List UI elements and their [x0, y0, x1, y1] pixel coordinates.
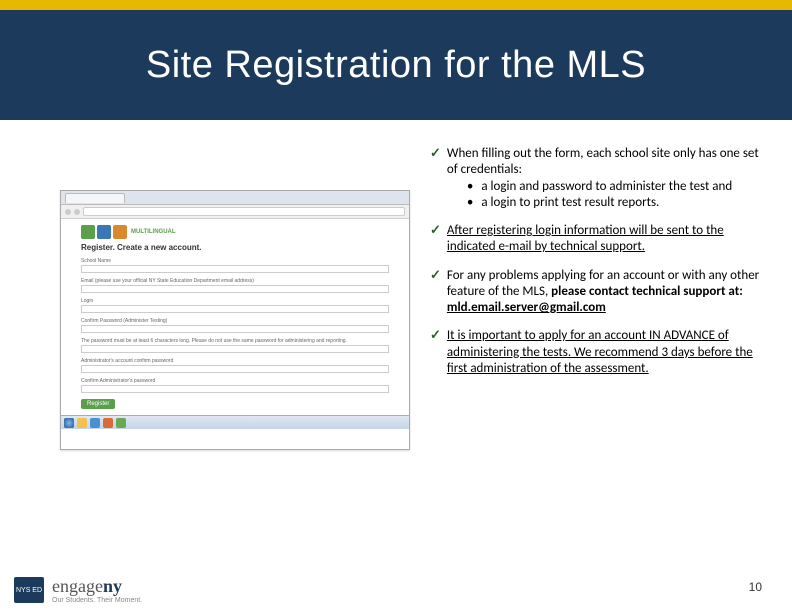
bullet-content: For any problems applying for an account… — [447, 268, 762, 317]
logo-square-icon — [97, 225, 111, 239]
text-input — [81, 285, 389, 293]
text-input — [81, 385, 389, 393]
register-heading: Register. Create a new account. — [81, 243, 389, 252]
text-input — [81, 265, 389, 273]
content-area: MULTILINGUAL Register. Create a new acco… — [0, 140, 792, 560]
logo-text: MULTILINGUAL — [131, 229, 176, 235]
logo-square-icon — [113, 225, 127, 239]
browser-screenshot: MULTILINGUAL Register. Create a new acco… — [60, 190, 410, 450]
engage-ny: ny — [103, 576, 122, 596]
bullet-content: When filling out the form, each school s… — [447, 146, 762, 211]
slide-title: Site Registration for the MLS — [146, 44, 646, 87]
text-input — [81, 305, 389, 313]
browser-tabs — [61, 191, 409, 205]
top-gold-bar — [0, 0, 792, 10]
screenshot-column: MULTILINGUAL Register. Create a new acco… — [0, 140, 420, 560]
field-label: The password must be at least 6 characte… — [81, 338, 389, 344]
bullet-text: When filling out the form, each school s… — [447, 146, 759, 177]
logo-square-icon — [81, 225, 95, 239]
text-input — [81, 345, 389, 353]
page-number: 10 — [749, 580, 762, 594]
field-label: Login — [81, 298, 389, 304]
taskbar — [61, 415, 409, 429]
nysed-logo: NYS ED — [14, 577, 44, 603]
browser-urlbar — [61, 205, 409, 219]
form-fields: School Name Email (please use your offic… — [81, 258, 389, 409]
field-label: Administrator's account confirm password — [81, 358, 389, 364]
title-bar: Site Registration for the MLS — [0, 10, 792, 120]
field-label: Confirm Administrator's password — [81, 378, 389, 384]
check-icon: ✓ — [430, 223, 441, 256]
bullet-dot-icon: • — [467, 195, 473, 211]
task-icon — [90, 418, 100, 428]
footer-tagline: Our Students. Their Moment. — [52, 597, 142, 604]
text-input — [81, 325, 389, 333]
task-icon — [116, 418, 126, 428]
field-label: Email (please use your official NY State… — [81, 278, 389, 284]
field-label: Confirm Password (Administer Testing) — [81, 318, 389, 324]
field-label: School Name — [81, 258, 389, 264]
nav-icon — [74, 209, 80, 215]
footer: NYS ED engageny Our Students. Their Mome… — [14, 576, 142, 604]
engage-logo: engageny Our Students. Their Moment. — [52, 576, 142, 604]
page-body: MULTILINGUAL Register. Create a new acco… — [61, 219, 409, 415]
sub-text: a login to print test result reports. — [481, 195, 659, 211]
bullet-text-bold: please contact technical support at: — [551, 284, 743, 299]
text-input — [81, 365, 389, 373]
bullet-item: ✓ After registering login information wi… — [430, 223, 762, 256]
address-field — [83, 207, 405, 216]
bullet-text: It is important to apply for an account … — [447, 328, 762, 377]
register-button: Register — [81, 399, 115, 409]
check-icon: ✓ — [430, 268, 441, 317]
bullet-item: ✓ It is important to apply for an accoun… — [430, 328, 762, 377]
support-email: mld.email.server@gmail.com — [447, 300, 606, 315]
task-icon — [103, 418, 113, 428]
task-icon — [77, 418, 87, 428]
check-icon: ✓ — [430, 146, 441, 211]
site-logo: MULTILINGUAL — [81, 225, 389, 239]
sub-bullet: • a login and password to administer the… — [467, 179, 762, 195]
bullet-item: ✓ When filling out the form, each school… — [430, 146, 762, 211]
bullet-dot-icon: • — [467, 179, 473, 195]
bullet-text: After registering login information will… — [447, 223, 762, 256]
browser-tab — [65, 193, 125, 203]
start-icon — [64, 418, 74, 428]
slide: Site Registration for the MLS — [0, 0, 792, 612]
bullet-item: ✓ For any problems applying for an accou… — [430, 268, 762, 317]
sub-bullet: • a login to print test result reports. — [467, 195, 762, 211]
nav-icon — [65, 209, 71, 215]
engage-text: engage — [52, 576, 103, 596]
sub-text: a login and password to administer the t… — [481, 179, 732, 195]
check-icon: ✓ — [430, 328, 441, 377]
bullet-column: ✓ When filling out the form, each school… — [420, 140, 792, 560]
